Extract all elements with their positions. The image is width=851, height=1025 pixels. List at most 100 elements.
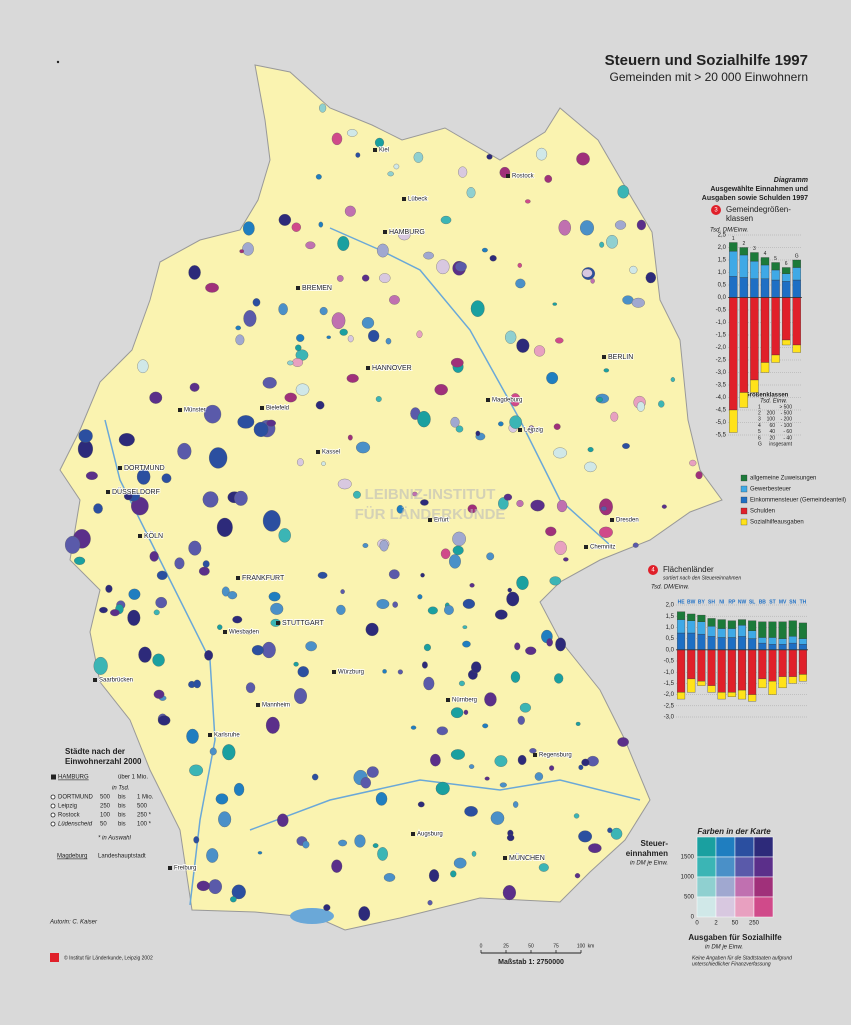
municipality xyxy=(462,640,471,648)
bar-segment xyxy=(687,632,696,650)
municipality xyxy=(118,433,135,447)
city-label: DORTMUND xyxy=(124,465,165,472)
municipality xyxy=(157,715,171,726)
y-tick-label: -5,5 xyxy=(716,433,727,439)
municipality xyxy=(413,151,424,163)
municipality xyxy=(347,335,354,343)
matrix-y-title: einnahmen xyxy=(626,849,668,858)
municipality xyxy=(506,834,515,842)
municipality xyxy=(423,676,435,691)
municipality xyxy=(232,615,243,624)
municipality xyxy=(450,416,460,428)
municipality xyxy=(580,220,594,236)
y-tick-label: 0,5 xyxy=(718,283,727,289)
municipality xyxy=(336,275,344,282)
municipality xyxy=(383,873,396,882)
municipality xyxy=(462,598,475,609)
bar-segment xyxy=(697,621,706,635)
municipality xyxy=(516,575,529,590)
municipality xyxy=(450,357,464,368)
matrix-cell xyxy=(715,856,736,878)
y-tick-label: -1,0 xyxy=(716,320,727,326)
bar-segment xyxy=(788,636,797,644)
municipality xyxy=(242,242,254,256)
city-marker xyxy=(446,698,450,702)
municipality xyxy=(161,473,172,484)
city-marker xyxy=(316,450,320,454)
municipality xyxy=(302,840,310,849)
chart-subtitle: sortiert nach den Steuereinnahmen xyxy=(663,575,741,581)
chart: 2,5 2,0 1,5 1,0 0,5 0,0 -0,5 -1,0 -1,5 -2,0 -2,5 -3… xyxy=(716,233,802,439)
municipality xyxy=(631,297,645,308)
municipality xyxy=(124,492,133,501)
matrix-cell xyxy=(753,856,774,878)
y-tick-label: -3,0 xyxy=(716,370,727,376)
municipality xyxy=(554,673,564,684)
author: Autorin: C. Kaiser xyxy=(49,920,98,926)
municipality xyxy=(93,656,108,675)
bar-segment xyxy=(781,297,791,341)
scale-tick-label: 0 xyxy=(480,943,483,949)
city-legend-note: * in Auswahl xyxy=(98,836,131,842)
bar-segment xyxy=(768,621,777,638)
municipality xyxy=(354,834,366,848)
city-legend-cell: bis xyxy=(118,804,126,810)
municipality xyxy=(209,747,217,756)
municipality xyxy=(336,604,346,615)
municipality xyxy=(251,645,264,656)
bar-segment xyxy=(687,678,696,693)
bar-segment xyxy=(778,638,787,645)
bar-segment xyxy=(788,649,797,677)
municipality xyxy=(227,591,238,600)
municipality xyxy=(423,643,431,652)
bar-segment xyxy=(748,638,757,650)
bar-segment xyxy=(798,638,807,645)
city-legend-cell: 100 * xyxy=(137,822,152,828)
y-tick-label: -0,5 xyxy=(664,659,675,665)
bar-segment xyxy=(677,611,686,620)
city-label: DÜSSELDORF xyxy=(112,488,160,496)
municipality xyxy=(578,830,592,843)
municipalities xyxy=(65,103,703,921)
municipality xyxy=(243,221,255,236)
x-tick-label: SN xyxy=(789,599,796,605)
bar-segment xyxy=(760,257,770,266)
bar-segment xyxy=(707,649,716,686)
municipality xyxy=(412,491,418,497)
chart-title: klassen xyxy=(726,214,753,223)
municipality xyxy=(153,689,165,699)
bar-segment xyxy=(760,362,770,373)
municipality xyxy=(398,229,411,241)
city-marker xyxy=(332,670,336,674)
bar-segment xyxy=(717,637,726,650)
municipality xyxy=(287,360,294,366)
y-tick-label: 1,0 xyxy=(718,270,727,276)
municipality xyxy=(153,609,160,616)
municipality xyxy=(376,599,390,609)
city-marker xyxy=(138,534,142,538)
city-label: Kassel xyxy=(322,450,340,456)
river-danube xyxy=(249,779,641,831)
title: Steuern und Sozialhilfe 1997 xyxy=(605,52,808,69)
municipality xyxy=(206,848,219,863)
bar-segment xyxy=(792,259,801,268)
municipality xyxy=(517,262,522,268)
bar-segment xyxy=(748,649,757,695)
municipality xyxy=(252,298,261,307)
city-label: Würzburg xyxy=(338,670,364,676)
municipality xyxy=(610,827,623,840)
municipality xyxy=(661,504,667,509)
matrix-cell xyxy=(715,876,736,898)
municipality xyxy=(366,766,379,778)
city-legend-cell: Leipzig xyxy=(58,804,77,810)
country-outline xyxy=(59,64,723,931)
municipality xyxy=(372,843,379,848)
municipality xyxy=(434,384,448,396)
municipality xyxy=(495,609,508,620)
municipality xyxy=(193,679,201,689)
municipality xyxy=(215,793,229,805)
municipality xyxy=(530,499,545,512)
city-marker xyxy=(584,545,588,549)
bar-segment xyxy=(792,279,801,298)
city-legend-cell: DORTMUND xyxy=(58,795,94,801)
